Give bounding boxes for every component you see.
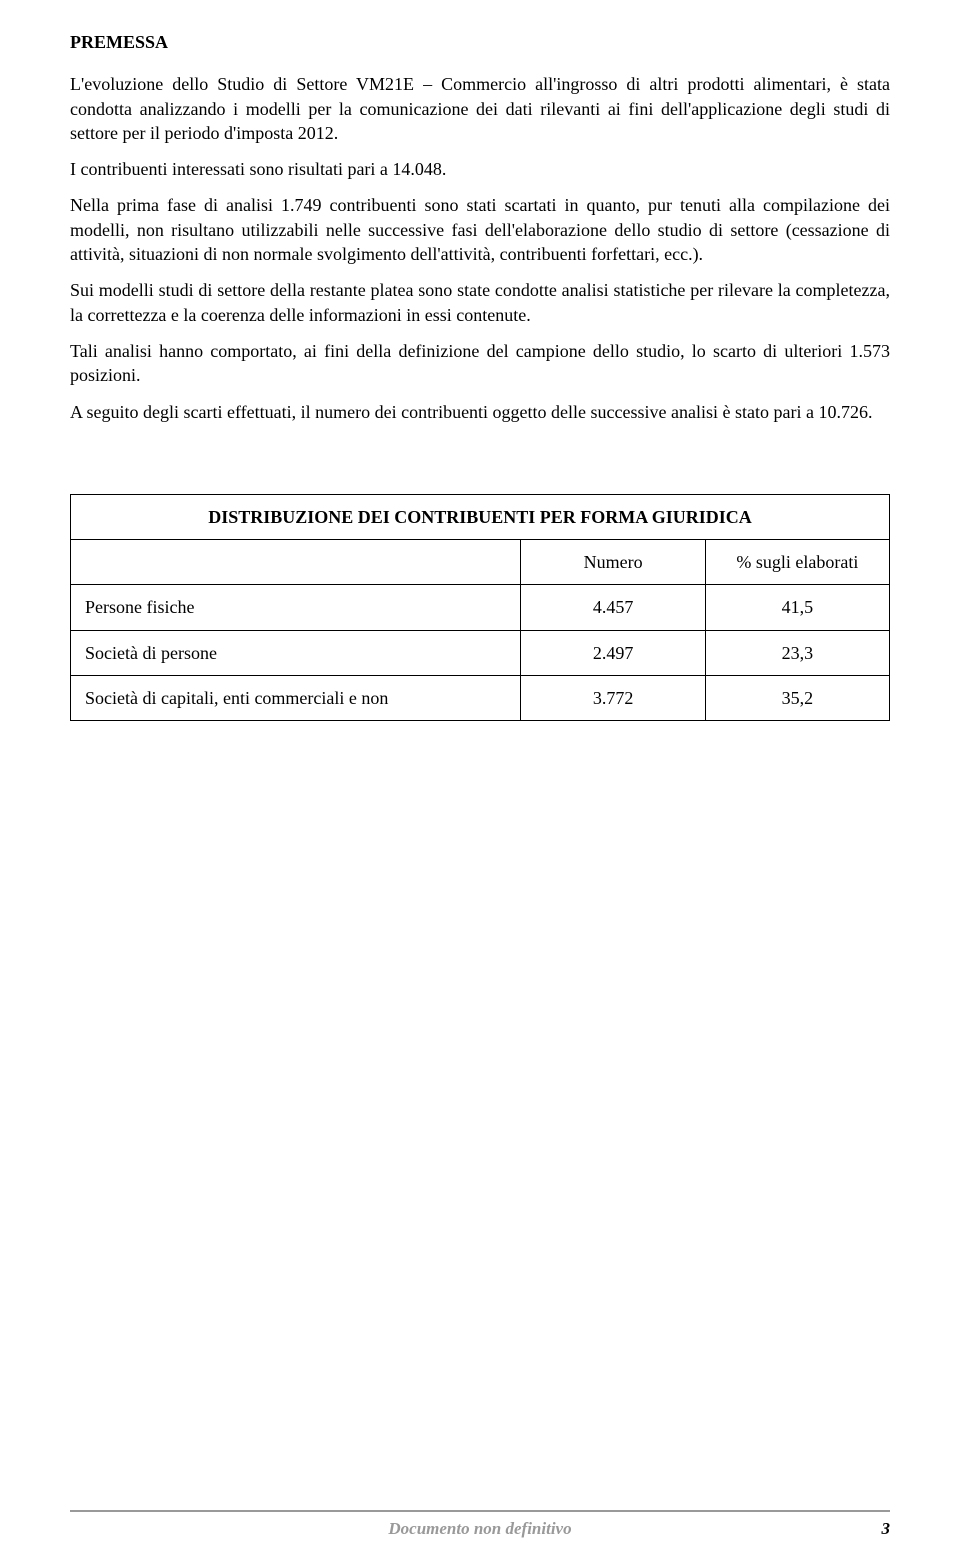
row-number: 3.772 <box>521 676 705 721</box>
row-number: 2.497 <box>521 630 705 675</box>
table-header-number: Numero <box>521 540 705 585</box>
paragraph: Sui modelli studi di settore della resta… <box>70 278 890 327</box>
row-label: Persone fisiche <box>71 585 521 630</box>
paragraph: Tali analisi hanno comportato, ai fini d… <box>70 339 890 388</box>
paragraph: L'evoluzione dello Studio di Settore VM2… <box>70 72 890 145</box>
table-row: Persone fisiche 4.457 41,5 <box>71 585 890 630</box>
page-number: 3 <box>882 1518 891 1541</box>
row-label: Società di capitali, enti commerciali e … <box>71 676 521 721</box>
row-label: Società di persone <box>71 630 521 675</box>
row-pct: 23,3 <box>705 630 889 675</box>
paragraph: A seguito degli scarti effettuati, il nu… <box>70 400 890 424</box>
row-pct: 41,5 <box>705 585 889 630</box>
table-header-pct: % sugli elaborati <box>705 540 889 585</box>
table-row: Società di persone 2.497 23,3 <box>71 630 890 675</box>
row-pct: 35,2 <box>705 676 889 721</box>
distribution-table: DISTRIBUZIONE DEI CONTRIBUENTI PER FORMA… <box>70 494 890 721</box>
section-heading: PREMESSA <box>70 30 890 54</box>
page: PREMESSA L'evoluzione dello Studio di Se… <box>0 0 960 1561</box>
footer-text: Documento non definitivo <box>388 1519 571 1538</box>
row-number: 4.457 <box>521 585 705 630</box>
paragraph: Nella prima fase di analisi 1.749 contri… <box>70 193 890 266</box>
table-row: Società di capitali, enti commerciali e … <box>71 676 890 721</box>
table-title: DISTRIBUZIONE DEI CONTRIBUENTI PER FORMA… <box>71 494 890 539</box>
page-footer: Documento non definitivo 3 <box>70 1510 890 1541</box>
paragraph: I contribuenti interessati sono risultat… <box>70 157 890 181</box>
table-header-empty <box>71 540 521 585</box>
